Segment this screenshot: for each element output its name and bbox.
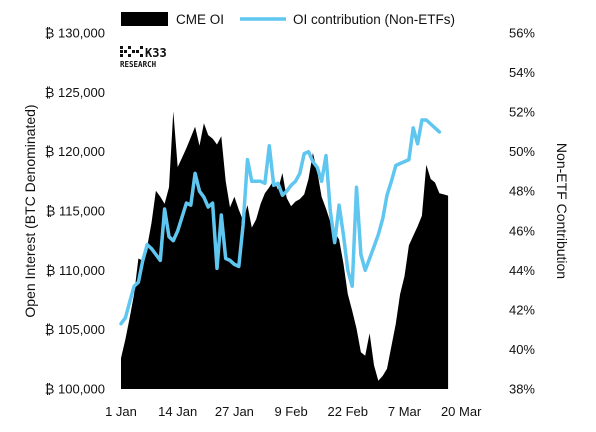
k33-logo-glyph-icon	[120, 46, 143, 57]
legend-label-cme-oi: CME OI	[176, 12, 224, 27]
y-left-tick-label: ₿ 120,000	[45, 144, 105, 159]
y-left-axis-title: Open Interest (BTC Denominated)	[22, 104, 38, 317]
y-left-axis: ₿ 100,000 ₿ 105,000 ₿ 110,000 ₿ 115,000 ₿ 12…	[45, 26, 105, 397]
k33-logo: K33 RESEARCH	[120, 46, 167, 69]
legend-swatch-cme-oi	[121, 12, 168, 26]
y-left-tick-label: ₿ 125,000	[45, 85, 105, 100]
y-left-tick-label: ₿ 105,000	[45, 322, 105, 337]
y-right-tick-label: 56%	[509, 26, 535, 41]
y-right-tick-label: 48%	[509, 184, 535, 199]
x-tick-label: 20 Mar	[441, 404, 482, 419]
plot-area	[119, 111, 449, 390]
y-right-tick-label: 38%	[509, 382, 535, 397]
x-tick-label: 7 Mar	[388, 404, 422, 419]
y-right-tick-label: 52%	[509, 105, 535, 120]
y-right-axis-title: Non-ETF Contribution	[554, 143, 570, 279]
y-right-tick-label: 50%	[509, 144, 535, 159]
y-right-tick-label: 44%	[509, 263, 535, 278]
legend: CME OI OI contribution (Non-ETFs)	[121, 12, 455, 27]
legend-label-non-etf: OI contribution (Non-ETFs)	[293, 12, 455, 27]
x-tick-label: 1 Jan	[105, 404, 137, 419]
x-tick-label: 9 Feb	[274, 404, 307, 419]
x-tick-label: 27 Jan	[215, 404, 254, 419]
y-left-tick-label: ₿ 110,000	[46, 263, 105, 278]
k33-logo-title: K33	[145, 46, 167, 60]
x-tick-label: 22 Feb	[328, 404, 368, 419]
x-tick-label: 14 Jan	[158, 404, 197, 419]
y-left-tick-label: ₿ 130,000	[45, 26, 105, 41]
y-right-axis: 38% 40% 42% 44% 46% 48% 50% 52% 54% 56%	[509, 26, 535, 397]
x-axis: 1 Jan 14 Jan 27 Jan 9 Feb 22 Feb 7 Mar 20 Mar	[105, 404, 482, 419]
cme-oi-area	[121, 111, 449, 390]
y-right-tick-label: 42%	[509, 302, 535, 317]
y-left-tick-label: ₿ 100,000	[45, 382, 105, 397]
k33-logo-subtitle: RESEARCH	[120, 60, 157, 69]
y-left-tick-label: ₿ 115,000	[46, 204, 105, 219]
non-etf-contribution-line	[119, 118, 442, 326]
y-right-tick-label: 54%	[509, 65, 535, 80]
y-right-tick-label: 46%	[509, 223, 535, 238]
y-right-tick-label: 40%	[509, 342, 535, 357]
